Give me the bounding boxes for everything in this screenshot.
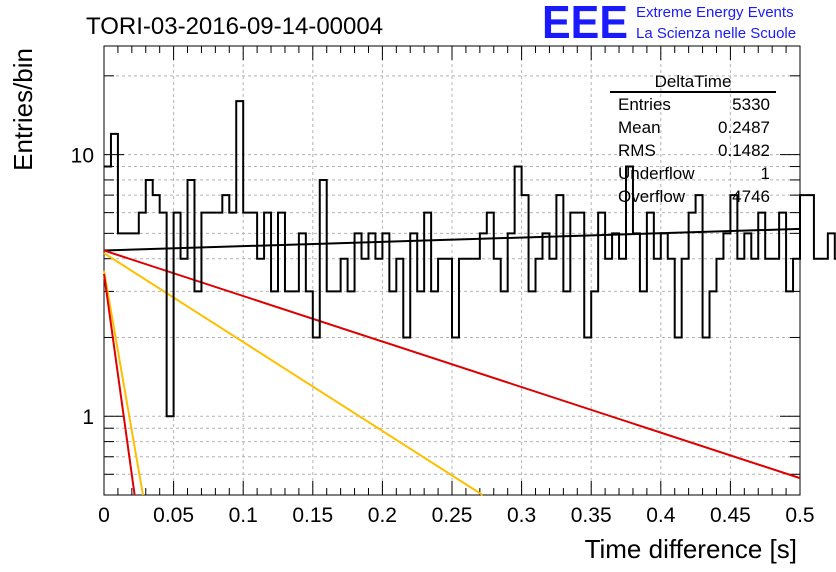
stats-title: DeltaTime (655, 72, 732, 91)
stats-box: DeltaTime Entries 5330 Mean 0.2487 RMS 0.1482… (610, 72, 776, 206)
histogram-series (104, 100, 836, 418)
stats-label: Entries (618, 95, 671, 114)
x-tick-label: 0.05 (153, 504, 194, 527)
fit-line-3 (103, 252, 484, 496)
x-tick-label: 0.5 (785, 504, 814, 527)
x-tick-label: 0.35 (571, 504, 612, 527)
stats-value: 0.1482 (718, 141, 770, 160)
stats-label: Mean (618, 118, 661, 137)
stats-label: Overflow (618, 187, 686, 206)
fit-line-5 (103, 273, 136, 496)
y-tick-label: 1 (82, 406, 94, 429)
stats-value: 5330 (732, 95, 770, 114)
fit-line-1 (103, 227, 801, 252)
stats-label: RMS (618, 141, 656, 160)
stats-value: 4746 (732, 187, 770, 206)
x-tick-label: 0.45 (710, 504, 751, 527)
y-axis-label: Entries/bin (8, 48, 38, 171)
eee-logo: EEE Extreme Energy Events La Scienza nel… (542, 0, 796, 48)
fit-line-4 (103, 270, 144, 496)
y-tick-labels: 1 10 (71, 145, 94, 430)
x-axis-label: Time difference [s] (585, 534, 797, 564)
x-tick-label: 0.15 (292, 504, 333, 527)
x-tick-label: 0.25 (432, 504, 473, 527)
stats-value: 1 (761, 164, 770, 183)
stats-label: Underflow (618, 164, 695, 183)
chart-title: TORI-03-2016-09-14-00004 (86, 13, 383, 40)
x-tick-label: 0.2 (368, 504, 397, 527)
x-tick-label: 0.3 (507, 504, 536, 527)
y-tick-label: 10 (71, 145, 94, 168)
logo-line2: La Scienza nelle Scuole (636, 25, 796, 42)
logo-line1: Extreme Energy Events (636, 4, 794, 21)
x-tick-labels: 0 0.05 0.1 0.15 0.2 0.25 0.3 0.35 0.4 0.45 0.5 (98, 504, 814, 527)
fit-line-2 (103, 249, 801, 480)
logo-text: EEE (542, 0, 628, 48)
stats-rows: Entries 5330 Mean 0.2487 RMS 0.1482 Underflow 1… (618, 95, 770, 206)
x-tick-label: 0 (98, 504, 110, 527)
x-tick-label: 0.1 (229, 504, 258, 527)
x-tick-label: 0.4 (646, 504, 676, 527)
stats-value: 0.2487 (718, 118, 770, 137)
